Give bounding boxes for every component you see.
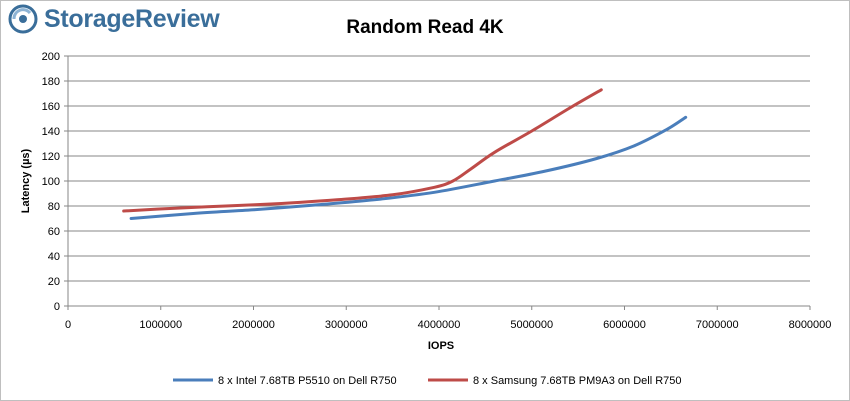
series-line-0 — [129, 115, 688, 220]
y-tick-label: 120 — [42, 151, 60, 163]
y-tick-label: 160 — [42, 101, 60, 113]
x-axis-label: IOPS — [428, 340, 454, 352]
legend: 8 x Intel 7.68TB P5510 on Dell R750 8 x … — [173, 375, 682, 387]
storagereview-logo-icon — [8, 4, 38, 34]
legend-label-intel: 8 x Intel 7.68TB P5510 on Dell R750 — [218, 375, 397, 387]
logo-text: StorageReview — [44, 4, 220, 33]
y-tick-label: 180 — [42, 76, 60, 88]
y-tick-label: 20 — [48, 276, 60, 288]
gridlines — [68, 55, 810, 282]
y-tick-label: 140 — [42, 126, 60, 138]
x-tick-label: 0 — [65, 319, 71, 331]
y-tick-label: 0 — [54, 301, 60, 313]
x-tick-label: 1000000 — [139, 319, 182, 331]
x-tick-label: 3000000 — [325, 319, 368, 331]
x-axis-ticks: 0 1000000 2000000 3000000 4000000 5000000 6000… — [65, 306, 831, 331]
x-tick-label: 2000000 — [232, 319, 275, 331]
x-tick-label: 7000000 — [696, 319, 739, 331]
y-tick-label: 60 — [48, 226, 60, 238]
x-tick-label: 5000000 — [510, 319, 553, 331]
chart-title: Random Read 4K — [346, 17, 504, 38]
series-line-1 — [122, 88, 603, 213]
y-tick-label: 40 — [48, 251, 60, 263]
y-axis-ticks: 0 20 40 60 80 100 120 140 160 180 200 — [42, 51, 68, 313]
data-series — [122, 88, 688, 220]
y-tick-label: 80 — [48, 201, 60, 213]
y-tick-label: 100 — [42, 176, 60, 188]
x-tick-label: 8000000 — [789, 319, 832, 331]
storagereview-logo: StorageReview — [8, 4, 220, 34]
x-tick-label: 4000000 — [418, 319, 461, 331]
y-tick-label: 200 — [42, 51, 60, 63]
x-tick-label: 6000000 — [603, 319, 646, 331]
legend-label-samsung: 8 x Samsung 7.68TB PM9A3 on Dell R750 — [473, 375, 682, 387]
y-axis-label: Latency (µs) — [20, 148, 32, 213]
